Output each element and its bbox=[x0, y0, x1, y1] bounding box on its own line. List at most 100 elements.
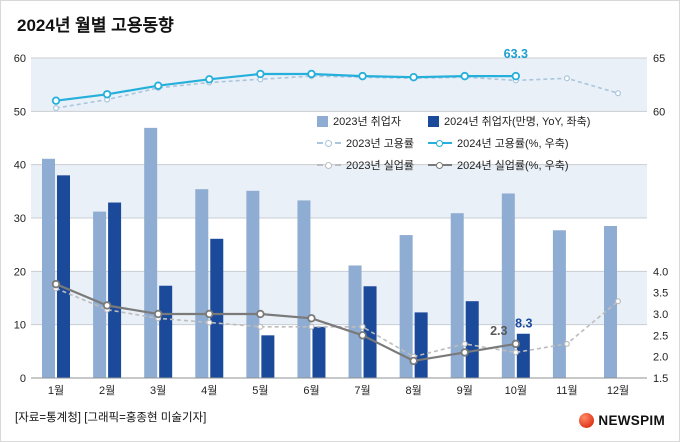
newspim-logo-icon bbox=[579, 413, 595, 428]
marker-2024년 실업률(%, 우축) bbox=[358, 331, 367, 340]
bar-2023년 취업자 bbox=[450, 213, 464, 378]
chart-band bbox=[31, 271, 647, 325]
bar-2024년 취업자(만명, YoY, 좌축) bbox=[261, 335, 275, 378]
bar-2024년 취업자(만명, YoY, 좌축) bbox=[159, 285, 173, 378]
marker-2024년 고용률(%, 우축) bbox=[511, 71, 521, 81]
legend-bar-swatch bbox=[317, 115, 328, 127]
legend-label: 2023년 고용률 bbox=[346, 138, 415, 150]
bar-2023년 취업자 bbox=[195, 189, 209, 378]
marker-2023년 실업률 bbox=[563, 340, 570, 347]
bar-2023년 취업자 bbox=[246, 190, 260, 378]
value-annotation: 2.3 bbox=[490, 324, 507, 338]
month-label: 12월 bbox=[607, 384, 629, 397]
bar-2023년 취업자 bbox=[552, 230, 566, 378]
bar-2024년 취업자(만명, YoY, 좌축) bbox=[363, 286, 377, 378]
line-2024년 고용률(%, 우축) bbox=[55, 72, 516, 102]
left-axis-tick: 10 bbox=[14, 320, 26, 332]
left-axis-tick: 50 bbox=[14, 106, 26, 118]
right-axis-bottom-tick: 3.0 bbox=[653, 309, 668, 321]
month-label: 6월 bbox=[303, 384, 319, 397]
right-axis-bottom-tick: 1.5 bbox=[653, 373, 668, 385]
line-2023년 고용률 bbox=[55, 75, 619, 109]
legend-line-swatch bbox=[317, 161, 341, 170]
value-annotation: 63.3 bbox=[504, 47, 528, 61]
line-2024년 실업률(%, 우축) bbox=[55, 283, 516, 363]
marker-2023년 고용률 bbox=[563, 75, 570, 82]
source-credit: [자료=통계청] [그래픽=홍종현 미술기자] bbox=[15, 412, 207, 424]
marker-2024년 실업률(%, 우축) bbox=[256, 309, 265, 319]
value-annotation: 8.3 bbox=[515, 317, 532, 331]
left-axis-tick: 30 bbox=[14, 213, 26, 225]
page-title: 2024년 월별 고용동향 bbox=[17, 16, 174, 35]
marker-2023년 실업률 bbox=[461, 340, 468, 347]
legend-line-swatch bbox=[428, 139, 453, 148]
marker-2024년 실업률(%, 우축) bbox=[205, 309, 214, 319]
marker-2024년 고용률(%, 우축) bbox=[205, 75, 214, 84]
right-axis-bottom-tick: 2.5 bbox=[653, 330, 668, 342]
bar-2023년 취업자 bbox=[297, 200, 311, 378]
marker-2024년 고용률(%, 우축) bbox=[460, 71, 469, 81]
month-label: 4월 bbox=[201, 384, 217, 397]
marker-2024년 실업률(%, 우축) bbox=[409, 356, 418, 366]
bar-2024년 취업자(만명, YoY, 좌축) bbox=[210, 238, 224, 378]
bar-2023년 취업자 bbox=[604, 226, 617, 378]
bar-2024년 취업자(만명, YoY, 좌축) bbox=[57, 175, 70, 378]
marker-2023년 실업률 bbox=[359, 323, 366, 330]
marker-2024년 실업률(%, 우축) bbox=[511, 339, 521, 349]
right-axis-top-tick: 65 bbox=[653, 53, 665, 65]
marker-2023년 실업률 bbox=[206, 319, 213, 326]
newspim-logo-text: NEWSPIM bbox=[598, 413, 665, 428]
marker-2024년 실업률(%, 우축) bbox=[460, 348, 469, 357]
legend-label: 2024년 취업자(만명, YoY, 좌축) bbox=[444, 116, 591, 128]
left-axis-tick: 0 bbox=[20, 373, 26, 385]
month-label: 3월 bbox=[150, 384, 166, 397]
marker-2024년 실업률(%, 우축) bbox=[102, 301, 112, 310]
month-label: 11월 bbox=[556, 384, 578, 397]
right-axis-top-tick: 60 bbox=[653, 106, 665, 118]
marker-2023년 실업률 bbox=[614, 298, 621, 305]
legend-item: 2024년 취업자(만명, YoY, 좌축) bbox=[428, 113, 590, 129]
bar-2024년 취업자(만명, YoY, 좌축) bbox=[414, 312, 428, 378]
month-label: 10월 bbox=[505, 384, 527, 397]
bar-2024년 취업자(만명, YoY, 좌축) bbox=[312, 326, 326, 378]
marker-2024년 고용률(%, 우축) bbox=[307, 69, 316, 79]
bar-2023년 취업자 bbox=[501, 193, 515, 378]
marker-2024년 실업률(%, 우축) bbox=[51, 279, 61, 289]
bar-2023년 취업자 bbox=[399, 235, 413, 378]
newspim-logo: NEWSPIM bbox=[579, 413, 665, 428]
legend-item: 2024년 실업률(%, 우축) bbox=[428, 157, 590, 173]
legend-item: 2023년 실업률 bbox=[317, 157, 414, 173]
legend-bar-swatch bbox=[428, 115, 440, 127]
marker-2024년 고용률(%, 우축) bbox=[409, 73, 418, 82]
month-label: 7월 bbox=[354, 384, 370, 397]
bar-2024년 취업자(만명, YoY, 좌축) bbox=[465, 301, 479, 378]
right-axis-bottom-tick: 4.0 bbox=[653, 266, 668, 278]
chart-band bbox=[31, 58, 647, 112]
month-label: 8월 bbox=[406, 384, 422, 397]
marker-2024년 고용률(%, 우축) bbox=[51, 96, 61, 105]
legend-label: 2024년 고용률(%, 우축) bbox=[457, 138, 569, 150]
left-axis-tick: 20 bbox=[14, 266, 26, 278]
bar-2024년 취업자(만명, YoY, 좌축) bbox=[516, 333, 530, 378]
legend-item: 2023년 취업자 bbox=[317, 113, 414, 129]
right-axis-bottom-tick: 2.0 bbox=[653, 352, 668, 364]
marker-2024년 고용률(%, 우축) bbox=[256, 69, 265, 79]
bar-2023년 취업자 bbox=[348, 265, 362, 378]
marker-2023년 고용률 bbox=[52, 105, 59, 112]
legend-line-swatch bbox=[428, 161, 453, 170]
legend-label: 2023년 취업자 bbox=[333, 116, 402, 128]
bar-2024년 취업자(만명, YoY, 좌축) bbox=[108, 202, 122, 378]
marker-2023년 고용률 bbox=[614, 90, 621, 97]
bar-2023년 취업자 bbox=[93, 211, 107, 378]
employment-chart: 0 10 20 30 40 50 60 60 65 1.5 2.0 2.5 3.0 3.5 4.0 1월 2월 3… bbox=[14, 47, 669, 397]
legend-item: 2023년 고용률 bbox=[317, 135, 414, 151]
right-axis-bottom-tick: 3.5 bbox=[653, 288, 668, 300]
marker-2023년 실업률 bbox=[512, 349, 519, 356]
bar-2023년 취업자 bbox=[42, 158, 55, 378]
legend-label: 2023년 실업률 bbox=[346, 160, 415, 172]
month-label: 2월 bbox=[99, 384, 115, 397]
legend-label: 2024년 실업률(%, 우축) bbox=[457, 160, 569, 172]
legend-item: 2024년 고용률(%, 우축) bbox=[428, 135, 590, 151]
left-axis-tick: 40 bbox=[14, 160, 26, 172]
